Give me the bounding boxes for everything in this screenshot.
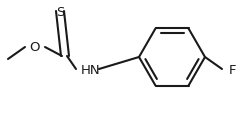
Text: S: S	[56, 5, 64, 18]
Text: F: F	[228, 63, 236, 76]
Text: O: O	[30, 41, 40, 54]
Text: HN: HN	[81, 63, 101, 76]
